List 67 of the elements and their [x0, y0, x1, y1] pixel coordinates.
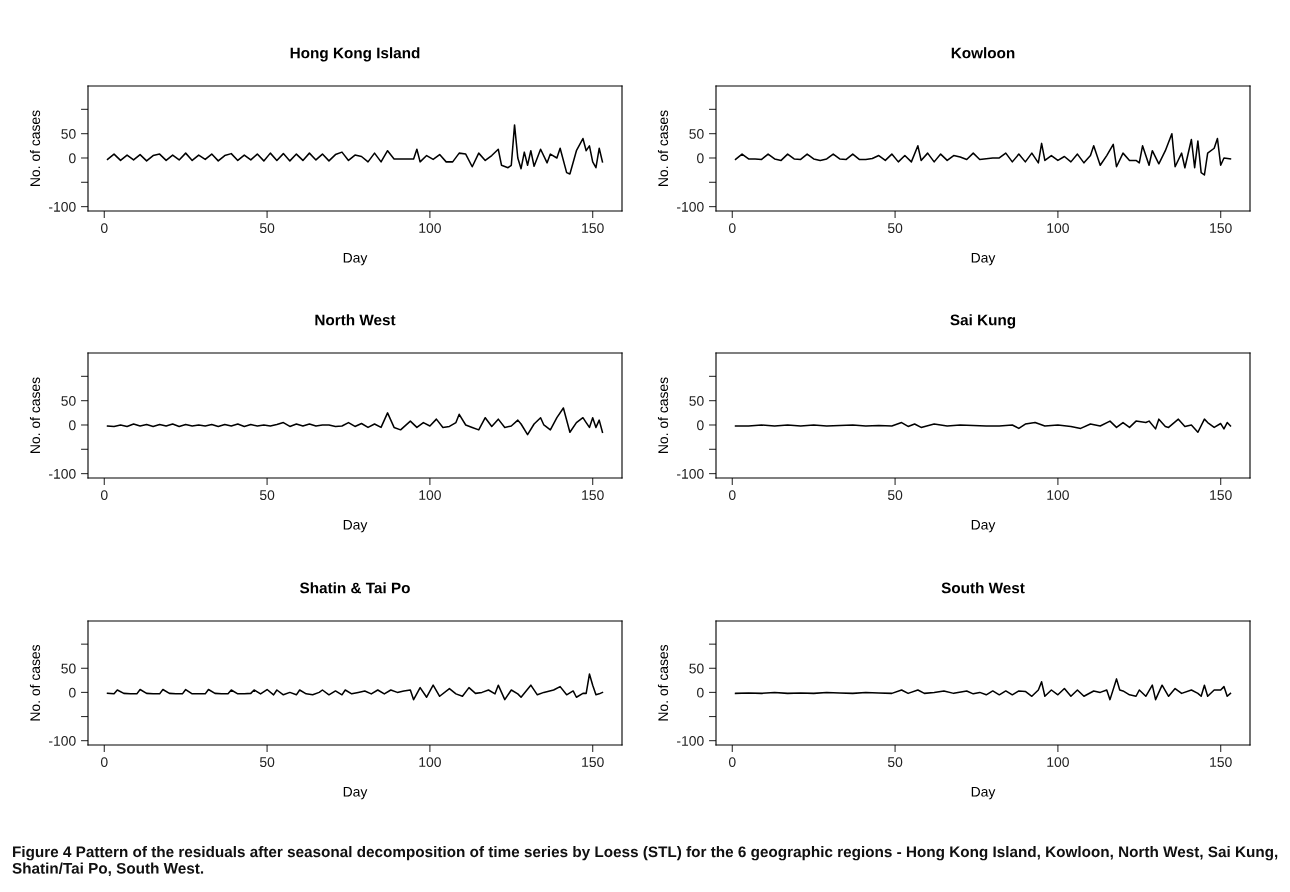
- x-tick-label: 100: [419, 490, 441, 501]
- y-axis-title: No. of cases: [657, 110, 669, 186]
- x-tick-label: 50: [887, 757, 903, 768]
- x-tick-label: 100: [419, 223, 441, 234]
- x-tick-label: 0: [100, 490, 108, 501]
- y-tick-label: -100: [49, 201, 76, 212]
- line-series: [106, 407, 604, 436]
- y-tick-label: 0: [69, 687, 76, 698]
- x-tick-label: 150: [582, 223, 604, 234]
- y-axis-title: No. of cases: [29, 377, 41, 453]
- y-tick-label: -100: [677, 201, 704, 212]
- x-tick-label: 0: [100, 223, 108, 234]
- x-axis-title: Day: [971, 519, 996, 533]
- y-tick-label: 50: [689, 396, 704, 406]
- y-tick-label: -100: [677, 735, 704, 746]
- x-tick-label: 0: [728, 757, 736, 768]
- x-tick-label: 150: [582, 757, 604, 768]
- y-tick-label: 0: [697, 420, 704, 431]
- x-tick-label: 0: [100, 757, 108, 768]
- x-axis-title: Day: [971, 786, 996, 800]
- chart-title: Hong Kong Island: [290, 47, 420, 62]
- x-tick-label: 150: [1210, 757, 1232, 768]
- caption: Figure 4 Pattern of the residuals after seasonal decomposition of time series by Loess (STL) for the 6 geographic regions - Hong Kong Island, Kowloon, North West, Sai Kung, Shatin/Tai Po, South West.: [12, 846, 1278, 876]
- chart-title: Kowloon: [951, 47, 1015, 59]
- y-tick-label: 50: [61, 129, 76, 139]
- x-tick-label: 150: [1210, 490, 1232, 501]
- y-tick-label: -100: [677, 468, 704, 479]
- y-tick-label: 50: [61, 396, 76, 406]
- y-tick-label: -100: [49, 735, 76, 746]
- y-axis-title: No. of cases: [657, 377, 669, 453]
- x-tick-label: 150: [1210, 223, 1232, 234]
- line-series: [734, 418, 1232, 434]
- chart-title: South West: [941, 582, 1025, 594]
- y-tick-label: 0: [697, 153, 704, 164]
- x-tick-label: 50: [259, 490, 275, 501]
- chart-title: Sai Kung: [950, 314, 1016, 329]
- line-series: [734, 132, 1232, 176]
- y-tick-label: 50: [61, 663, 76, 674]
- y-tick-label: 0: [69, 420, 76, 431]
- x-tick-label: 50: [887, 490, 903, 501]
- x-tick-label: 50: [259, 757, 275, 768]
- y-tick-label: 50: [689, 663, 704, 674]
- x-tick-label: 100: [1047, 223, 1069, 234]
- y-tick-label: 50: [689, 129, 704, 139]
- x-axis-title: Day: [343, 519, 368, 533]
- y-axis-title: No. of cases: [29, 110, 41, 186]
- chart-title: North West: [315, 314, 396, 326]
- x-tick-label: 0: [728, 490, 736, 501]
- x-tick-label: 100: [1047, 490, 1069, 501]
- line-series: [106, 673, 604, 701]
- x-tick-label: 150: [582, 490, 604, 501]
- x-axis-title: Day: [971, 252, 996, 266]
- y-tick-label: 0: [69, 153, 76, 164]
- y-axis-title: No. of cases: [657, 644, 669, 721]
- x-axis-title: Day: [343, 786, 368, 800]
- x-tick-label: 50: [259, 223, 275, 234]
- y-tick-label: 0: [697, 687, 704, 698]
- line-series: [734, 678, 1232, 701]
- x-axis-title: Day: [343, 252, 368, 266]
- y-axis-title: No. of cases: [29, 644, 41, 721]
- x-tick-label: 100: [1047, 757, 1069, 768]
- y-tick-label: -100: [49, 468, 76, 479]
- x-tick-label: 100: [419, 757, 441, 768]
- x-tick-label: 0: [728, 223, 736, 234]
- chart-title: Shatin & Tai Po: [299, 582, 410, 594]
- x-tick-label: 50: [887, 223, 903, 234]
- line-series: [106, 124, 604, 175]
